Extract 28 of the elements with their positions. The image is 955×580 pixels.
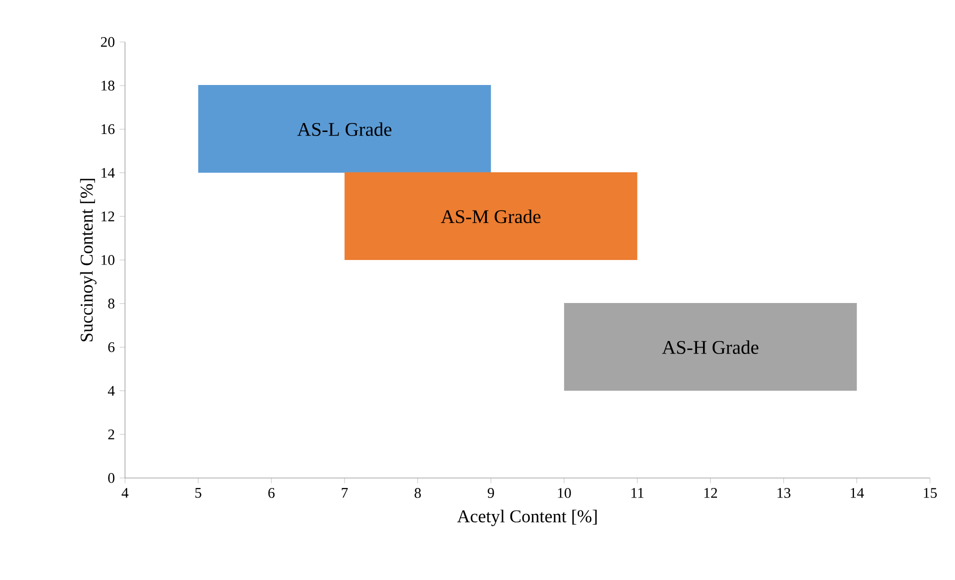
- x-tick-label: 4: [122, 488, 128, 498]
- y-tick-label: 20: [100, 37, 114, 47]
- x-tick-label: 8: [414, 488, 421, 498]
- y-axis-title: Succinoyl Content [%]: [80, 178, 96, 342]
- y-tick-label: 14: [102, 168, 115, 178]
- x-tick-label: 5: [195, 488, 202, 498]
- y-tick-label: 16: [102, 124, 115, 134]
- series-label: AS-L Grade: [297, 122, 392, 136]
- x-tick-label: 6: [268, 488, 275, 498]
- x-axis-title: Acetyl Content [%]: [457, 510, 597, 526]
- y-tick-label: 10: [102, 255, 114, 265]
- x-tick-label: 14: [850, 488, 864, 498]
- series-label: AS-H Grade: [662, 340, 758, 354]
- y-tick-label: 18: [102, 80, 114, 91]
- y-tick-label: 6: [108, 342, 115, 352]
- y-tick-label: 12: [102, 212, 114, 222]
- x-tick-label: 15: [924, 488, 937, 498]
- x-tick-label: 10: [558, 488, 571, 498]
- x-tick-label: 9: [488, 488, 494, 498]
- y-tick-label: 0: [108, 473, 114, 483]
- x-tick-label: 7: [342, 488, 348, 498]
- y-tick-label: 2: [108, 430, 114, 440]
- x-tick-label: 12: [704, 488, 717, 498]
- y-tick-label: 8: [108, 298, 114, 309]
- series-label: AS-M Grade: [440, 210, 540, 224]
- y-tick-label: 4: [108, 386, 115, 396]
- x-tick-label: 13: [778, 488, 790, 498]
- x-tick-label: 11: [632, 488, 644, 498]
